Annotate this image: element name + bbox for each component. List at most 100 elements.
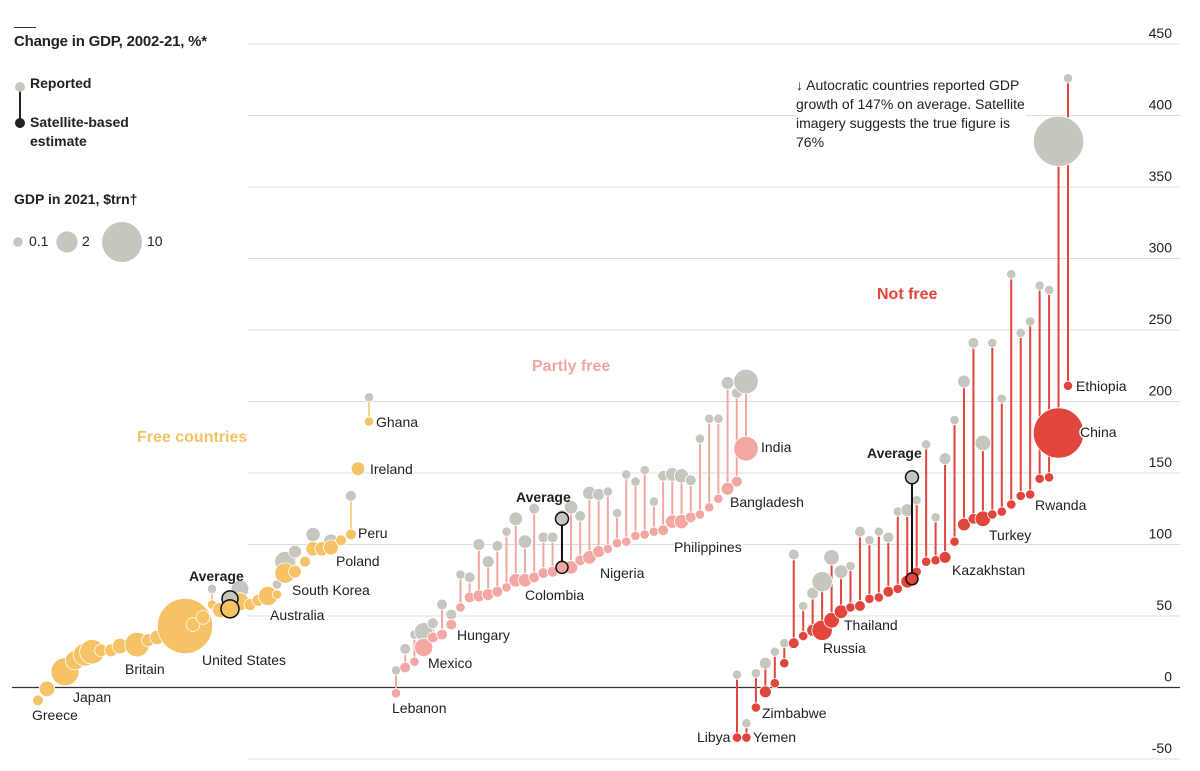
reported-dot bbox=[399, 643, 412, 655]
reported-dot bbox=[864, 535, 875, 546]
country-label: Ireland bbox=[370, 461, 413, 477]
y-tick-label: 400 bbox=[1149, 97, 1173, 113]
y-tick-label: 100 bbox=[1149, 526, 1173, 542]
reported-dot bbox=[787, 548, 800, 561]
country-label: Mexico bbox=[428, 655, 473, 671]
estimate-dot bbox=[621, 536, 632, 547]
estimate-dot bbox=[445, 618, 458, 631]
country-label: Yemen bbox=[753, 729, 796, 745]
estimate-dot bbox=[949, 536, 960, 547]
estimate-dot bbox=[854, 600, 866, 612]
estimate-dot bbox=[750, 702, 762, 713]
country-label: Greece bbox=[32, 707, 78, 723]
reported-dot bbox=[911, 495, 922, 506]
group-free: Average Free countries Greece Japan Britain U… bbox=[31, 392, 420, 725]
estimate-dot bbox=[38, 680, 56, 698]
estimate-dot bbox=[602, 543, 613, 554]
average-reported-dot bbox=[554, 511, 570, 527]
reported-dot bbox=[930, 512, 941, 523]
country-label: Philippines bbox=[674, 539, 742, 555]
estimate-dot bbox=[741, 732, 752, 743]
estimate-dot bbox=[957, 517, 971, 532]
estimate-dot bbox=[630, 530, 641, 542]
reported-dot bbox=[445, 608, 458, 621]
group-title: Partly free bbox=[532, 358, 610, 375]
estimate-dot bbox=[864, 593, 875, 604]
reported-dot bbox=[206, 583, 218, 594]
reported-dot bbox=[288, 544, 302, 559]
estimate-dot bbox=[873, 592, 884, 603]
reported-dot bbox=[630, 476, 641, 487]
estimate-dot bbox=[611, 537, 623, 549]
reported-dot bbox=[1032, 115, 1085, 167]
estimate-dot bbox=[1062, 380, 1074, 391]
reported-dot bbox=[731, 669, 743, 680]
reported-dot bbox=[873, 526, 884, 537]
estimate-dot bbox=[409, 656, 420, 667]
estimate-dot bbox=[350, 461, 366, 476]
reported-dot bbox=[305, 526, 321, 543]
reported-dot bbox=[639, 465, 650, 476]
estimate-dot bbox=[733, 435, 759, 462]
group-partly-free: Average Partly free Lebanon Mexico Hungary Co… bbox=[390, 358, 806, 718]
estimate-dot bbox=[731, 732, 743, 743]
legend-size-label-large: 10 bbox=[147, 233, 163, 249]
reported-dot bbox=[1006, 269, 1017, 280]
estimate-dot bbox=[882, 585, 895, 598]
y-tick-label: 350 bbox=[1149, 168, 1173, 184]
estimate-dot bbox=[501, 582, 512, 593]
legend-size-label-small: 0.1 bbox=[29, 233, 49, 249]
y-tick-label: 150 bbox=[1149, 454, 1173, 470]
annotation-autocratic: ↓ Autocratic countries reported GDP grow… bbox=[796, 76, 1026, 152]
reported-dot bbox=[602, 486, 613, 497]
y-tick-label: 450 bbox=[1149, 25, 1173, 41]
country-label: Thailand bbox=[844, 617, 898, 633]
title-rule bbox=[14, 27, 36, 28]
reported-dot bbox=[967, 337, 980, 349]
estimate-dot bbox=[363, 416, 375, 427]
country-label: South Korea bbox=[292, 582, 370, 598]
reported-dot bbox=[811, 571, 833, 593]
estimate-dot bbox=[639, 529, 650, 540]
estimate-dot bbox=[759, 685, 772, 699]
reported-dot bbox=[390, 665, 402, 676]
reported-dot bbox=[491, 540, 504, 552]
reported-dot bbox=[882, 531, 895, 544]
estimate-dot bbox=[1032, 407, 1085, 459]
reported-dot bbox=[481, 555, 495, 569]
legend-size-circle bbox=[102, 222, 142, 262]
estimate-dot bbox=[399, 661, 412, 674]
reported-dot bbox=[938, 452, 952, 466]
estimate-dot bbox=[684, 511, 697, 524]
estimate-dot bbox=[713, 493, 724, 504]
reported-dot bbox=[574, 510, 587, 522]
country-label: Ghana bbox=[376, 414, 418, 430]
reported-dot bbox=[713, 413, 724, 424]
reported-dot bbox=[528, 502, 540, 515]
average-reported-dot bbox=[904, 470, 920, 485]
country-label: Lebanon bbox=[392, 700, 447, 716]
country-label: Britain bbox=[125, 661, 165, 677]
estimate-dot bbox=[185, 617, 201, 632]
country-label: Colombia bbox=[525, 587, 584, 603]
y-tick-label: 0 bbox=[1164, 669, 1172, 685]
reported-dot bbox=[779, 638, 790, 649]
country-label: Bangladesh bbox=[730, 494, 804, 510]
estimate-dot bbox=[195, 610, 211, 625]
country-label: Rwanda bbox=[1035, 497, 1087, 513]
legend-reported-dot bbox=[15, 82, 25, 92]
estimate-dot bbox=[414, 637, 434, 657]
estimate-dot bbox=[1043, 472, 1055, 483]
reported-dot bbox=[455, 569, 466, 580]
reported-dot bbox=[508, 511, 523, 526]
reported-dot bbox=[949, 414, 960, 426]
group-title: Free countries bbox=[137, 429, 247, 446]
reported-dot bbox=[1034, 280, 1045, 291]
estimate-dot bbox=[845, 602, 856, 613]
estimate-dot bbox=[592, 545, 605, 558]
y-tick-label: 250 bbox=[1149, 311, 1173, 327]
reported-dot bbox=[694, 433, 706, 444]
estimate-dot bbox=[798, 630, 809, 642]
reported-dot bbox=[733, 368, 759, 395]
reported-dot bbox=[823, 549, 840, 566]
